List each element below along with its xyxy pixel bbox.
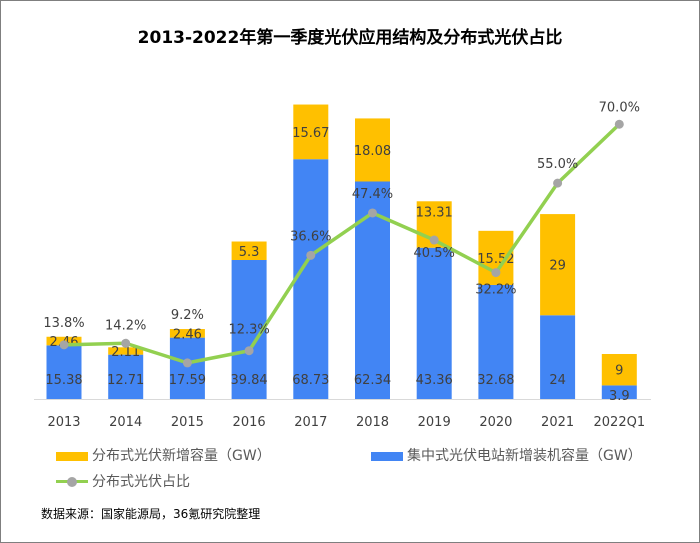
x-tick-label: 2015 — [171, 415, 204, 430]
legend-label-distributed: 分布式光伏新增容量（GW） — [92, 448, 271, 464]
x-tick-label: 2020 — [479, 415, 512, 430]
share-label: 9.2% — [171, 308, 204, 323]
x-tick-label: 2017 — [294, 415, 327, 430]
bar-centralized — [46, 345, 82, 399]
share-point — [306, 250, 316, 260]
bar-centralized — [601, 385, 637, 399]
legend-label-share: 分布式光伏占比 — [92, 474, 190, 490]
share-point — [614, 119, 624, 129]
share-point — [491, 268, 501, 278]
share-point — [368, 208, 377, 218]
share-label: 70.0% — [599, 100, 640, 115]
share-label: 55.0% — [537, 157, 578, 172]
legend-item-distributed: 分布式光伏新增容量（GW） — [56, 447, 271, 465]
bar-label-distributed: 2.11 — [111, 345, 140, 360]
source-note: 数据来源：国家能源局，36氪研究院整理 — [41, 507, 261, 521]
share-point — [553, 178, 563, 188]
x-tick-label: 2019 — [418, 415, 451, 430]
bar-distributed — [293, 104, 329, 160]
bar-label-centralized: 68.73 — [292, 373, 329, 388]
share-label: 32.2% — [475, 283, 516, 298]
bar-label-centralized: 62.34 — [354, 373, 391, 388]
bar-distributed — [108, 347, 144, 355]
x-tick-label: 2013 — [47, 415, 80, 430]
bar-label-distributed: 29 — [549, 259, 566, 274]
chart-title: 2013-2022年第一季度光伏应用结构及分布式光伏占比 — [137, 28, 563, 48]
bar-label-distributed: 9 — [615, 364, 623, 379]
share-label: 14.2% — [105, 318, 146, 333]
bar-label-centralized: 43.36 — [416, 373, 453, 388]
bar-label-centralized: 24 — [549, 373, 566, 388]
bar-label-centralized: 39.84 — [230, 373, 267, 388]
share-label: 12.3% — [228, 323, 269, 338]
bar-label-distributed: 2.46 — [173, 327, 202, 342]
bar-centralized — [416, 247, 452, 399]
bar-centralized — [478, 284, 514, 399]
bar-label-distributed: 15.67 — [292, 126, 329, 141]
bar-distributed — [169, 329, 205, 338]
legend-swatch-distributed — [56, 451, 88, 461]
legend-item-centralized: 集中式光伏电站新增装机容量（GW） — [371, 447, 642, 465]
bar-label-centralized: 12.71 — [107, 373, 144, 388]
share-line — [63, 122, 621, 365]
bar-label-distributed: 15.52 — [477, 252, 514, 267]
share-point — [59, 340, 69, 350]
bar-label-centralized: 17.59 — [169, 373, 206, 388]
legend-item-share: 分布式光伏占比 — [56, 473, 190, 491]
share-label: 40.5% — [414, 246, 455, 261]
share-label: 47.4% — [352, 187, 393, 202]
bar-label-distributed: 5.3 — [239, 245, 260, 260]
bar-label-distributed: 13.31 — [416, 206, 453, 221]
share-point — [244, 346, 254, 356]
share-label: 13.8% — [43, 316, 84, 331]
x-tick-label: 2016 — [233, 415, 266, 430]
bar-centralized — [108, 354, 144, 399]
bar-distributed — [540, 214, 576, 316]
bar-distributed — [231, 241, 267, 261]
x-tick-label: 2018 — [356, 415, 389, 430]
legend-swatch-share — [56, 477, 88, 487]
bar-label-distributed: 18.08 — [354, 144, 391, 159]
x-tick-label: 2021 — [541, 415, 574, 430]
x-tick-label: 2022Q1 — [594, 415, 646, 430]
x-tick-label: 2014 — [109, 415, 142, 430]
bar-distributed — [601, 353, 637, 386]
legend-swatch-centralized — [371, 451, 403, 461]
share-label: 36.6% — [290, 229, 331, 244]
bar-centralized — [540, 315, 576, 399]
share-point — [121, 338, 131, 348]
share-point — [429, 235, 439, 245]
bar-centralized — [293, 159, 329, 399]
bar-centralized — [169, 337, 205, 399]
share-point — [182, 358, 192, 368]
bar-label-centralized: 3.9 — [609, 389, 630, 404]
bar-distributed — [355, 118, 390, 182]
legend-label-centralized: 集中式光伏电站新增装机容量（GW） — [407, 448, 642, 464]
bar-label-centralized: 32.68 — [477, 373, 514, 388]
bar-label-centralized: 15.38 — [45, 373, 82, 388]
